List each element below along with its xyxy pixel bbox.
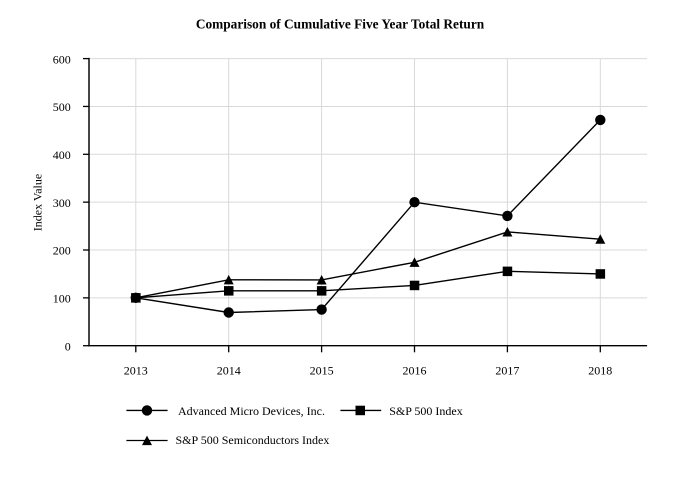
svg-text:S&P 500 Semiconductors Index: S&P 500 Semiconductors Index xyxy=(176,433,330,447)
svg-text:Comparison of Cumulative Five: Comparison of Cumulative Five Year Total… xyxy=(196,16,485,31)
svg-text:Index Value: Index Value xyxy=(30,174,44,231)
svg-text:2013: 2013 xyxy=(124,364,148,378)
svg-text:2016: 2016 xyxy=(403,364,427,378)
svg-text:2018: 2018 xyxy=(588,364,612,378)
svg-text:300: 300 xyxy=(53,196,71,210)
svg-text:400: 400 xyxy=(53,148,71,162)
svg-text:600: 600 xyxy=(53,52,71,66)
svg-text:500: 500 xyxy=(53,100,71,114)
svg-text:2017: 2017 xyxy=(495,364,519,378)
svg-text:2015: 2015 xyxy=(310,364,334,378)
svg-text:0: 0 xyxy=(65,339,71,353)
svg-text:200: 200 xyxy=(53,244,71,258)
svg-text:2014: 2014 xyxy=(217,364,241,378)
svg-text:100: 100 xyxy=(53,292,71,306)
svg-text:S&P 500 Index: S&P 500 Index xyxy=(389,404,463,418)
svg-text:Advanced Micro Devices, Inc.: Advanced Micro Devices, Inc. xyxy=(178,404,325,418)
